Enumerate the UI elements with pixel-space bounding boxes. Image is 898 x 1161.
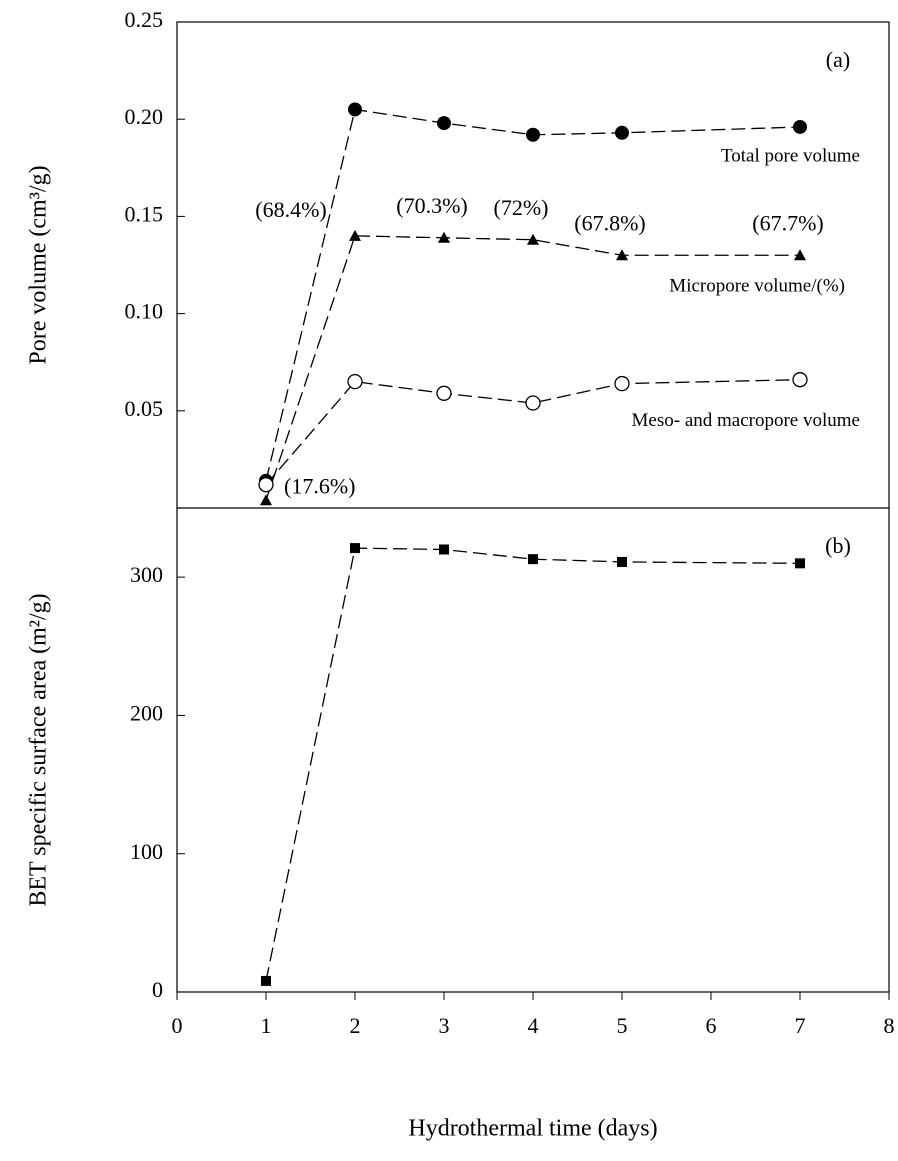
series-label: Micropore volume/(%) bbox=[669, 276, 845, 297]
marker bbox=[795, 558, 805, 569]
x-tick-label: 7 bbox=[795, 1013, 806, 1038]
marker bbox=[614, 375, 630, 392]
series-label: Meso- and macropore volume bbox=[632, 410, 860, 431]
marker bbox=[527, 233, 539, 245]
marker bbox=[436, 385, 452, 401]
y-tick-label: 100 bbox=[130, 839, 163, 864]
x-tick-label: 4 bbox=[528, 1013, 539, 1038]
marker bbox=[792, 372, 808, 388]
point-label: (68.4%) bbox=[255, 197, 326, 222]
marker bbox=[793, 119, 807, 134]
y-tick-label: 300 bbox=[130, 562, 163, 587]
marker bbox=[617, 556, 627, 567]
marker bbox=[439, 544, 449, 555]
y-axis-label: Pore volume (cm³/g) bbox=[26, 165, 52, 364]
panel-label: (b) bbox=[825, 533, 851, 558]
x-axis-label: Hydrothermal time (days) bbox=[408, 1116, 657, 1142]
x-tick-label: 5 bbox=[617, 1013, 628, 1038]
plot-frame bbox=[176, 21, 890, 993]
x-tick-label: 1 bbox=[261, 1013, 272, 1038]
series-line bbox=[265, 547, 801, 982]
y-tick-label: 0.15 bbox=[125, 201, 164, 226]
marker bbox=[616, 249, 628, 261]
marker bbox=[525, 395, 541, 411]
series-line bbox=[265, 379, 801, 486]
marker bbox=[347, 373, 363, 390]
marker bbox=[526, 127, 540, 142]
series-line bbox=[265, 235, 800, 501]
y-tick-label: 0.25 bbox=[125, 7, 164, 32]
y-tick-label: 0.05 bbox=[125, 396, 164, 421]
point-label: (67.7%) bbox=[752, 210, 823, 235]
marker bbox=[437, 116, 451, 131]
marker bbox=[350, 543, 360, 554]
marker bbox=[349, 229, 361, 241]
x-tick-label: 6 bbox=[706, 1013, 717, 1038]
point-label: (72%) bbox=[494, 195, 549, 220]
marker bbox=[794, 249, 806, 261]
series-label: Total pore volume bbox=[721, 145, 860, 166]
y-tick-label: 0.20 bbox=[125, 104, 164, 129]
panel-label: (a) bbox=[826, 47, 850, 72]
y-tick-label: 0.10 bbox=[125, 299, 164, 324]
series-line bbox=[265, 108, 801, 481]
marker bbox=[528, 554, 538, 565]
x-tick-label: 3 bbox=[439, 1013, 450, 1038]
marker bbox=[615, 125, 629, 140]
y-tick-label: 200 bbox=[130, 700, 163, 725]
point-label: (70.3%) bbox=[396, 193, 467, 218]
marker bbox=[348, 102, 362, 117]
x-tick-label: 2 bbox=[350, 1013, 361, 1038]
x-tick-label: 8 bbox=[884, 1013, 895, 1038]
y-axis-label: BET specific surface area (m²/g) bbox=[26, 593, 52, 906]
marker bbox=[438, 231, 450, 243]
marker bbox=[261, 975, 271, 986]
x-tick-label: 0 bbox=[172, 1013, 183, 1038]
y-tick-label: 0 bbox=[152, 977, 163, 1002]
point-label: (67.8%) bbox=[574, 210, 645, 235]
point-label: (17.6%) bbox=[284, 473, 355, 498]
marker bbox=[258, 477, 274, 493]
marker bbox=[260, 494, 272, 506]
